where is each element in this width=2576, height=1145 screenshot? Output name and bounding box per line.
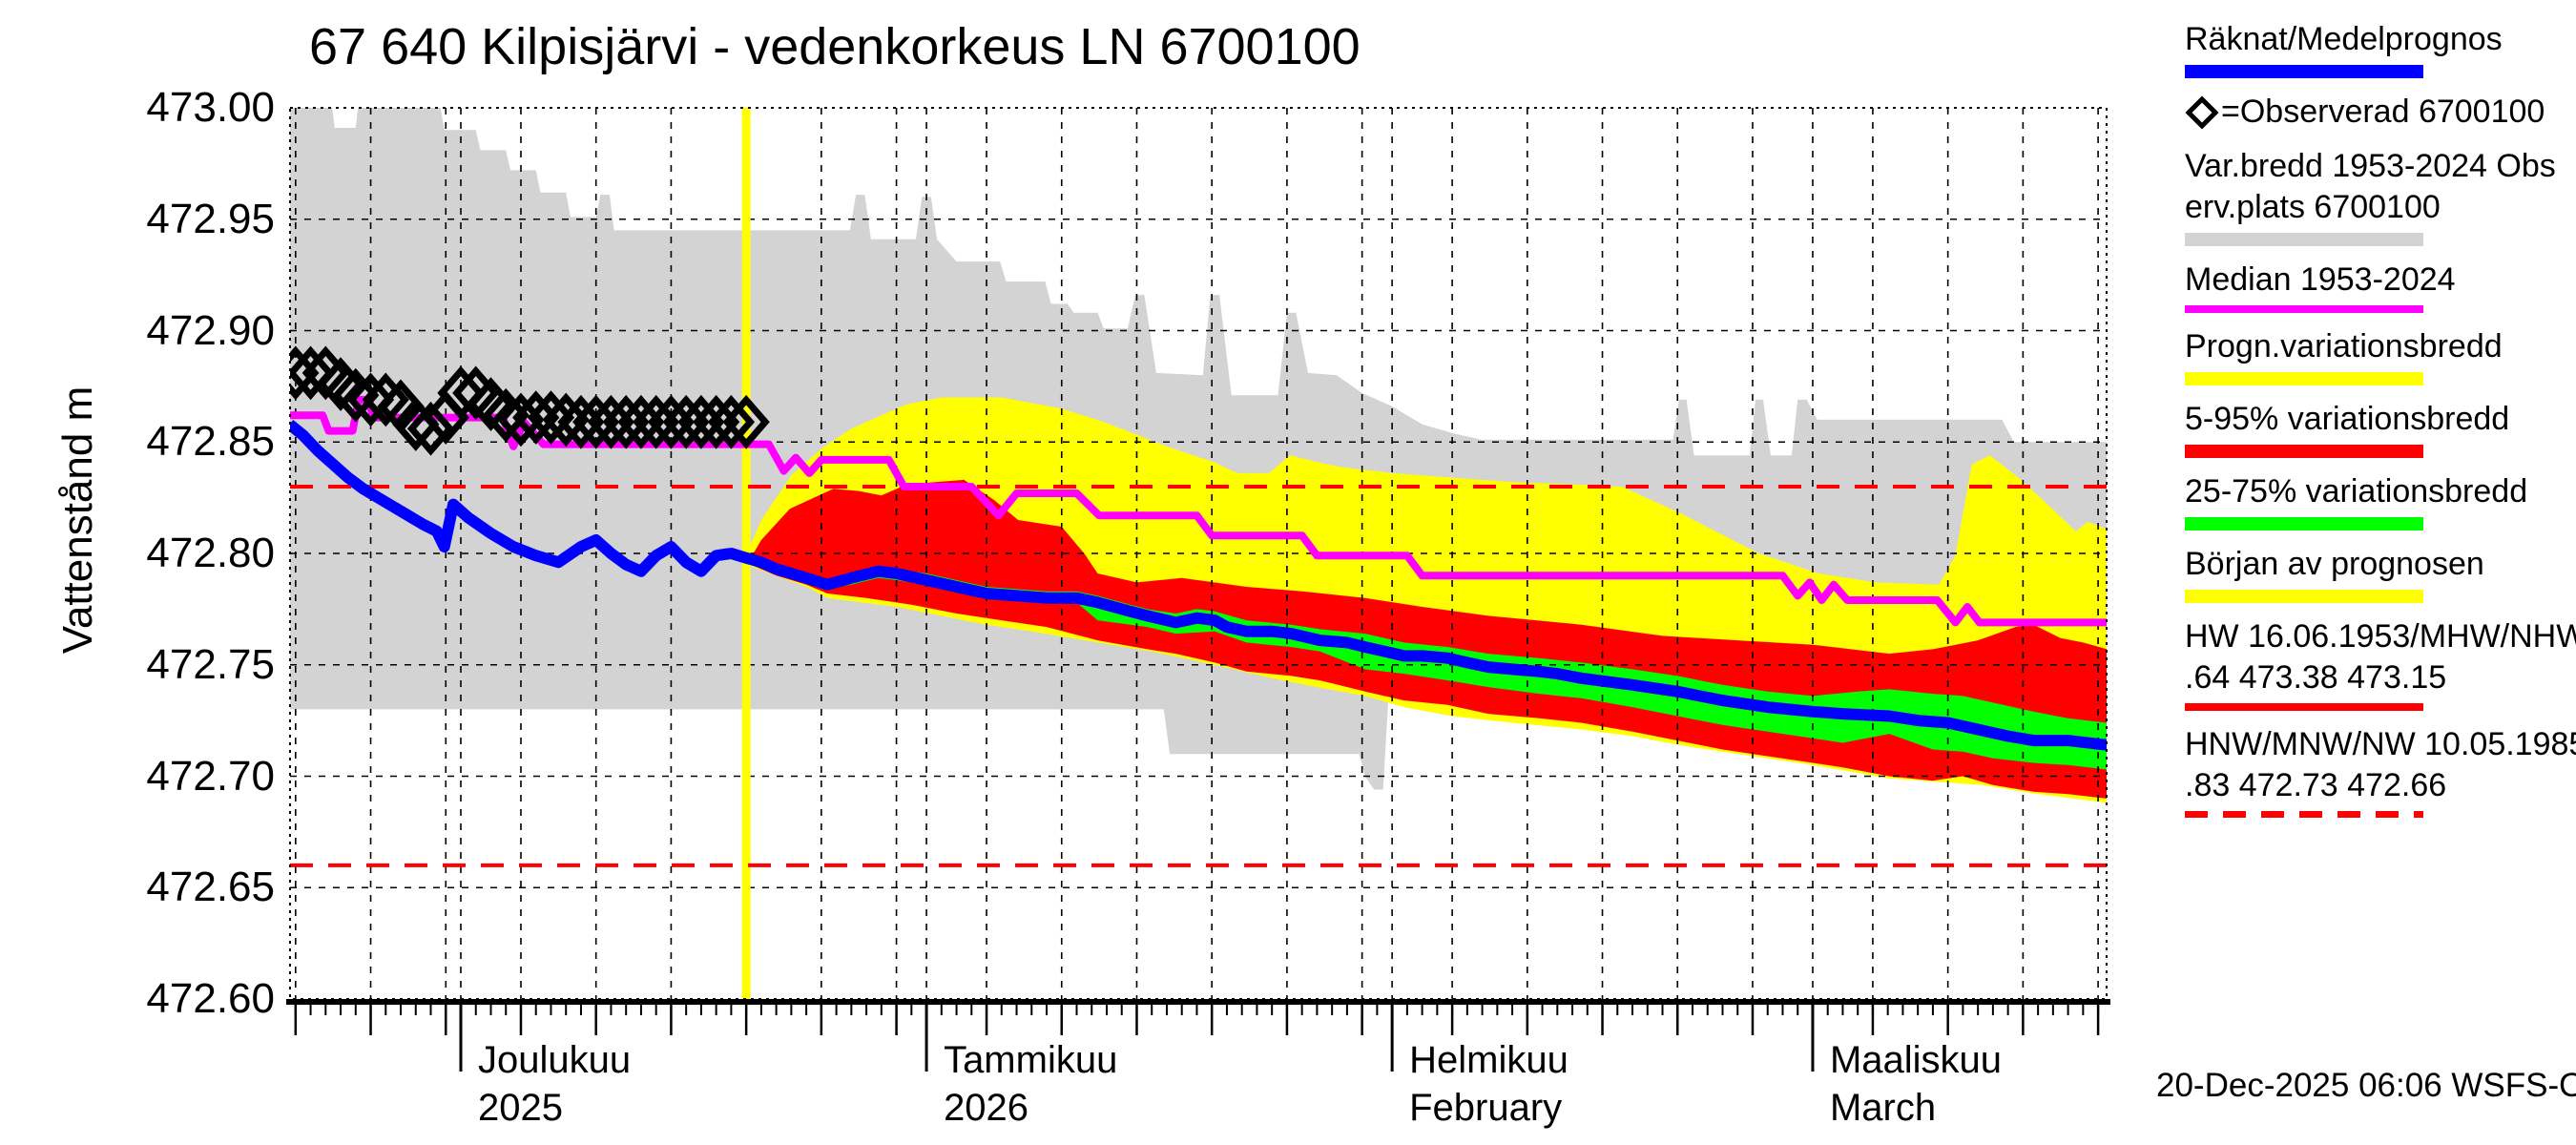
diamond-icon — [2185, 94, 2219, 130]
y-axis-tick-label: 472.90 — [146, 306, 275, 354]
plot-frame — [289, 107, 2108, 1000]
band-25-75 — [754, 560, 2107, 770]
legend-label: 25-75% variationsbredd — [2185, 473, 2528, 510]
observed-diamond-marker — [542, 392, 590, 448]
observed-diamond-marker — [290, 345, 335, 401]
timestamp-watermark: 20-Dec-2025 06:06 WSFS-O — [2156, 1067, 2576, 1104]
legend-label: 5-95% variationsbredd — [2185, 401, 2510, 437]
observed-diamond-marker — [587, 394, 635, 449]
observed-diamond-marker — [602, 394, 650, 449]
legend-swatch-histband — [2185, 233, 2423, 246]
legend-swatch-hnw — [2185, 811, 2423, 818]
legend-swatch-band2575 — [2185, 517, 2423, 531]
observed-markers — [290, 345, 770, 456]
legend-label: erv.plats 6700100 — [2185, 189, 2441, 225]
observed-diamond-marker — [346, 372, 395, 427]
observed-diamond-marker — [406, 401, 455, 456]
y-axis-tick-label: 472.75 — [146, 640, 275, 688]
observed-diamond-marker — [617, 394, 665, 449]
legend-label: Progn.variationsbredd — [2185, 328, 2503, 364]
x-axis-month-label: Joulukuu 2025 — [478, 1036, 631, 1132]
observed-diamond-marker — [482, 387, 530, 443]
legend-swatch-hw — [2185, 703, 2423, 711]
observed-diamond-marker — [557, 394, 605, 449]
y-axis-tick-label: 472.85 — [146, 418, 275, 466]
legend-item-hnw: HNW/MNW/NW 10.05.1985 472 .83 472.73 472.… — [2185, 724, 2576, 818]
legend-swatch-mean — [2185, 65, 2423, 78]
legend-label: HW 16.06.1953/MHW/NHW 473 — [2185, 618, 2576, 655]
legend-item-hw: HW 16.06.1953/MHW/NHW 473 .64 473.38 473.… — [2185, 616, 2576, 711]
month-label-line: 2026 — [944, 1087, 1029, 1129]
legend-item-observed: =Observerad 6700100 — [2185, 92, 2576, 133]
x-axis-ticks — [294, 1002, 2100, 1072]
legend-label: Median 1953-2024 — [2185, 261, 2456, 298]
month-label-line: Tammikuu — [944, 1039, 1118, 1081]
month-label-line: 2025 — [478, 1087, 563, 1129]
legend-label: .83 472.73 472.66 — [2185, 767, 2447, 803]
y-axis-tick-label: 472.80 — [146, 530, 275, 576]
legend-item-mean: Räknat/Medelprognos — [2185, 19, 2576, 78]
observed-diamond-marker — [647, 394, 696, 449]
observed-diamond-marker — [572, 394, 620, 449]
month-label-line: Helmikuu — [1409, 1039, 1568, 1081]
observed-diamond-marker — [633, 394, 680, 449]
month-label-line: February — [1409, 1087, 1563, 1129]
observed-diamond-marker — [332, 367, 380, 423]
y-axis-tick-label: 472.65 — [146, 864, 275, 911]
legend-observed-row: =Observerad 6700100 — [2185, 92, 2576, 133]
y-axis-tick-label: 472.60 — [146, 975, 275, 1022]
x-axis-month-label: Tammikuu 2026 — [944, 1036, 1117, 1132]
legend-label: =Observerad 6700100 — [2221, 94, 2545, 130]
legend-item-median: Median 1953-2024 — [2185, 260, 2576, 313]
month-label-line: Maaliskuu — [1829, 1039, 2003, 1081]
x-axis-month-label: Helmikuu February — [1409, 1036, 1568, 1132]
y-axis-tick-label: 473.00 — [146, 84, 275, 131]
observed-diamond-marker — [707, 394, 756, 449]
legend-item-prognband: Progn.variationsbredd — [2185, 326, 2576, 385]
legend-label: .64 473.38 473.15 — [2185, 659, 2447, 696]
observed-diamond-marker — [362, 372, 409, 427]
observed-diamond-marker — [662, 394, 710, 449]
chart-title: 67 640 Kilpisjärvi - vedenkorkeus LN 670… — [309, 18, 1361, 75]
legend-swatch-median — [2185, 305, 2423, 313]
observed-diamond-marker — [693, 394, 740, 449]
observed-diamond-marker — [512, 390, 560, 445]
legend-label: Början av prognosen — [2185, 546, 2484, 582]
mean-forecast-line — [290, 419, 2107, 751]
legend-item-histband: Var.bredd 1953-2024 Obs erv.plats 6700100 — [2185, 146, 2576, 246]
x-axis-month-label: Maaliskuu March — [1830, 1036, 2002, 1132]
legend-item-band595: 5-95% variationsbredd — [2185, 399, 2576, 458]
legend-item-band2575: 25-75% variationsbredd — [2185, 471, 2576, 531]
legend-swatch-forecast-start — [2185, 590, 2423, 603]
observed-diamond-marker — [527, 390, 575, 445]
observed-diamond-marker — [722, 394, 770, 449]
month-label-line: Joulukuu — [478, 1039, 632, 1081]
y-axis-tick-label: 472.70 — [146, 752, 275, 800]
observed-diamond-marker — [290, 345, 320, 401]
legend-label: Var.bredd 1953-2024 Obs — [2185, 148, 2556, 184]
observed-diamond-marker — [437, 365, 485, 421]
legend-swatch-prognband — [2185, 372, 2423, 385]
chart-legend: Räknat/Medelprognos =Observerad 6700100 Va… — [2185, 19, 2576, 831]
legend-item-forecast-start: Början av prognosen — [2185, 544, 2576, 603]
observed-diamond-marker — [677, 394, 725, 449]
legend-swatch-band595 — [2185, 445, 2423, 458]
month-label-line: March — [1829, 1087, 1937, 1129]
legend-label: HNW/MNW/NW 10.05.1985 472 — [2185, 726, 2576, 762]
y-axis-tick-label: 472.95 — [146, 195, 275, 242]
legend-label: Räknat/Medelprognos — [2185, 21, 2503, 57]
